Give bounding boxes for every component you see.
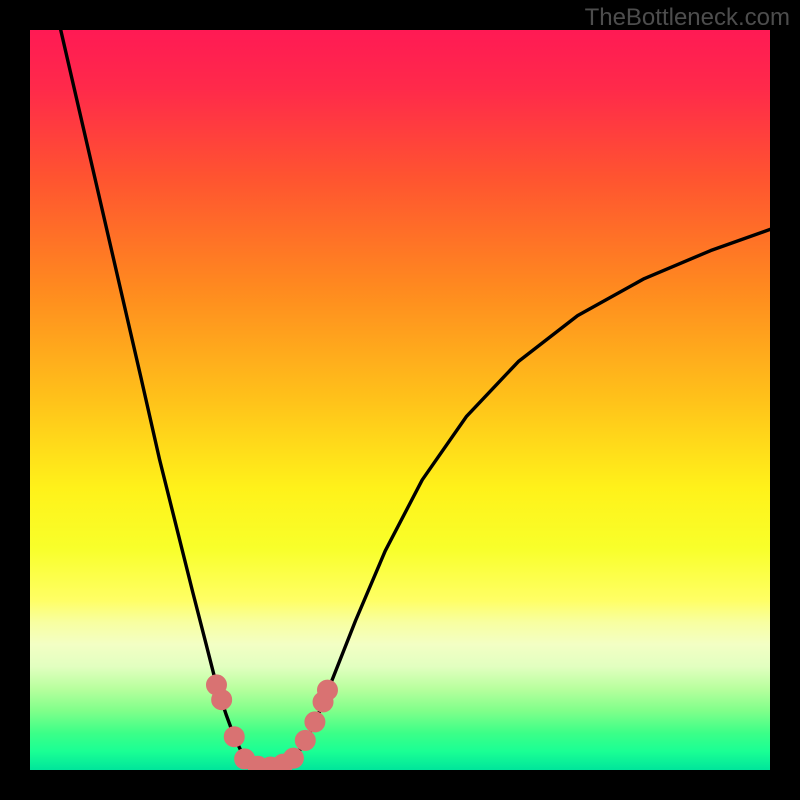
data-marker [317, 680, 337, 700]
data-marker [295, 730, 315, 750]
data-marker [224, 727, 244, 747]
gradient-background [30, 30, 770, 770]
chart-frame: TheBottleneck.com [0, 0, 800, 800]
data-marker [283, 748, 303, 768]
plot-svg [30, 30, 770, 770]
data-marker [212, 690, 232, 710]
data-marker [305, 712, 325, 732]
plot-area [30, 30, 770, 770]
watermark-text: TheBottleneck.com [585, 4, 790, 32]
